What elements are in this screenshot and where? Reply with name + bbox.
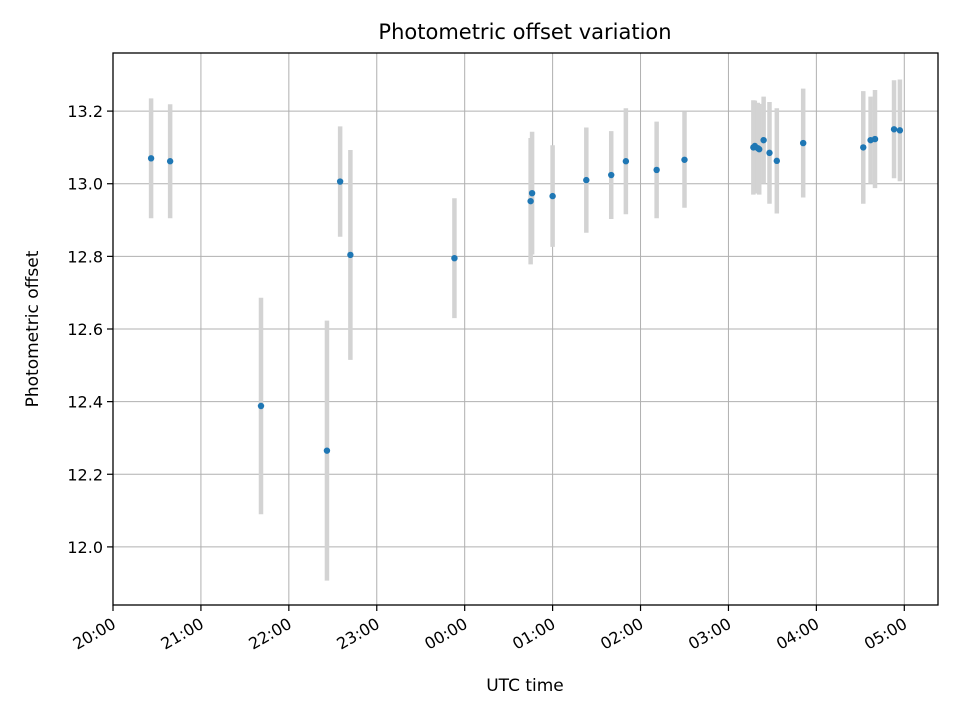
y-tick-label: 12.4 <box>67 393 103 412</box>
data-point <box>760 136 767 144</box>
y-tick-label: 13.2 <box>67 102 103 121</box>
x-axis-title: UTC time <box>486 676 564 696</box>
data-point <box>773 157 781 165</box>
grid <box>112 53 938 605</box>
data-point <box>653 166 660 174</box>
y-axis: 12.0 12.2 12.4 12.6 12.8 13.0 13.2 <box>67 102 113 557</box>
chart-title: Photometric offset variation <box>378 20 671 44</box>
y-tick-label: 12.8 <box>67 247 103 266</box>
y-tick-label: 13.0 <box>67 175 103 194</box>
data-point <box>166 158 174 165</box>
data-point <box>147 155 155 162</box>
data-point <box>549 192 556 200</box>
data-point <box>681 156 688 163</box>
data-point <box>336 178 344 185</box>
data-point <box>583 176 590 184</box>
data-point <box>766 149 773 157</box>
data-points <box>147 126 904 454</box>
y-tick-label: 12.2 <box>67 465 103 484</box>
data-point <box>323 447 331 454</box>
data-point <box>608 171 615 179</box>
data-point <box>257 402 265 410</box>
y-tick-label: 12.6 <box>67 320 103 339</box>
data-point <box>860 144 867 151</box>
data-point <box>347 251 354 259</box>
data-point <box>890 126 898 133</box>
data-point <box>622 158 630 165</box>
y-axis-title: Photometric offset <box>23 250 43 407</box>
y-tick-label: 12.0 <box>67 538 103 557</box>
data-point <box>756 146 763 153</box>
data-point <box>896 127 904 134</box>
data-point <box>451 254 458 262</box>
data-point <box>871 135 879 143</box>
data-point <box>799 139 807 147</box>
data-point <box>527 197 534 205</box>
data-point <box>528 189 536 197</box>
